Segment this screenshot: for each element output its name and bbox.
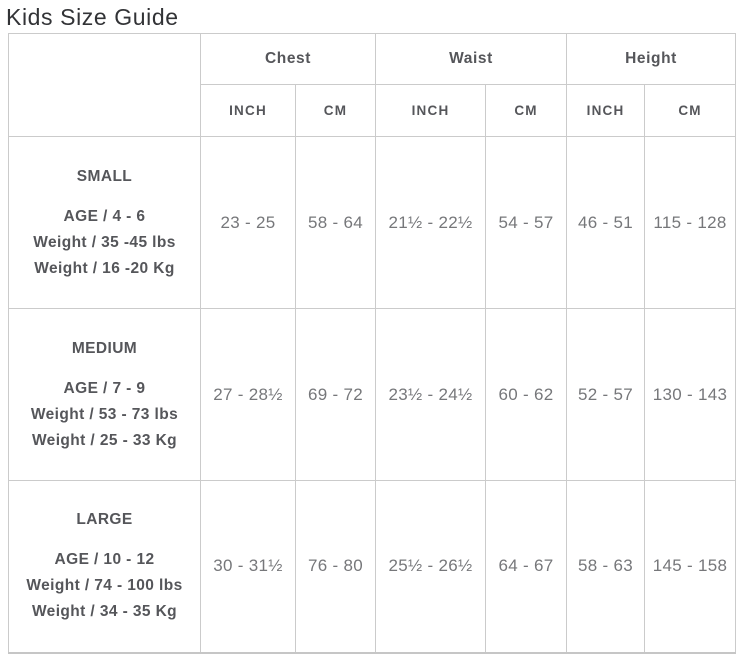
group-header-waist: Waist bbox=[375, 33, 568, 85]
chest-cm-value: 69 - 72 bbox=[294, 308, 377, 481]
size-row-medium: MEDIUM AGE / 7 - 9 Weight / 53 - 73 lbs … bbox=[8, 308, 737, 481]
group-header-row: Chest Waist Height bbox=[8, 33, 737, 137]
size-detail-weight-kg: Weight / 25 - 33 Kg bbox=[31, 431, 178, 449]
size-detail-age: AGE / 7 - 9 bbox=[63, 379, 146, 397]
size-name: MEDIUM bbox=[71, 339, 138, 357]
page-title: Kids Size Guide bbox=[6, 4, 179, 30]
height-cm-value: 145 - 158 bbox=[644, 480, 737, 653]
waist-cm-value: 60 - 62 bbox=[485, 308, 568, 481]
unit-header-height-inch: INCH bbox=[566, 84, 646, 137]
height-cm-value: 115 - 128 bbox=[644, 136, 737, 309]
size-name: SMALL bbox=[76, 167, 133, 185]
waist-cm-value: 64 - 67 bbox=[485, 480, 568, 653]
size-detail-weight-lbs: Weight / 35 -45 lbs bbox=[33, 233, 176, 251]
waist-inch-value: 25½ - 26½ bbox=[375, 480, 487, 653]
unit-header-chest-cm: CM bbox=[294, 84, 377, 137]
corner-cell bbox=[8, 33, 201, 137]
height-inch-value: 52 - 57 bbox=[566, 308, 646, 481]
height-inch-value: 46 - 51 bbox=[566, 136, 646, 309]
chest-inch-value: 23 - 25 bbox=[200, 136, 296, 309]
chest-cm-value: 58 - 64 bbox=[294, 136, 377, 309]
waist-inch-value: 21½ - 22½ bbox=[375, 136, 487, 309]
unit-header-waist-inch: INCH bbox=[375, 84, 487, 137]
chest-cm-value: 76 - 80 bbox=[294, 480, 377, 653]
size-guide-table: Chest Waist Height INCH CM INCH CM INCH … bbox=[8, 33, 737, 654]
waist-inch-value: 23½ - 24½ bbox=[375, 308, 487, 481]
size-name: LARGE bbox=[76, 511, 133, 529]
chest-inch-value: 27 - 28½ bbox=[200, 308, 296, 481]
size-detail-weight-lbs: Weight / 74 - 100 lbs bbox=[26, 577, 183, 595]
size-detail-weight-kg: Weight / 34 - 35 Kg bbox=[31, 603, 178, 621]
size-row-small: SMALL AGE / 4 - 6 Weight / 35 -45 lbs We… bbox=[8, 136, 737, 309]
size-label-cell: SMALL AGE / 4 - 6 Weight / 35 -45 lbs We… bbox=[8, 136, 201, 309]
height-inch-value: 58 - 63 bbox=[566, 480, 646, 653]
size-row-large: LARGE AGE / 10 - 12 Weight / 74 - 100 lb… bbox=[8, 480, 737, 653]
size-label-cell: LARGE AGE / 10 - 12 Weight / 74 - 100 lb… bbox=[8, 480, 201, 653]
unit-header-waist-cm: CM bbox=[485, 84, 568, 137]
size-label-cell: MEDIUM AGE / 7 - 9 Weight / 53 - 73 lbs … bbox=[8, 308, 201, 481]
size-detail-weight-kg: Weight / 16 -20 Kg bbox=[34, 259, 175, 277]
size-detail-age: AGE / 4 - 6 bbox=[63, 207, 146, 225]
unit-header-chest-inch: INCH bbox=[200, 84, 296, 137]
unit-header-height-cm: CM bbox=[644, 84, 737, 137]
size-detail-weight-lbs: Weight / 53 - 73 lbs bbox=[30, 405, 179, 423]
chest-inch-value: 30 - 31½ bbox=[200, 480, 296, 653]
size-detail-age: AGE / 10 - 12 bbox=[54, 551, 155, 569]
waist-cm-value: 54 - 57 bbox=[485, 136, 568, 309]
group-header-chest: Chest bbox=[199, 33, 377, 85]
unit-header-row: INCH CM INCH CM INCH CM bbox=[9, 84, 737, 137]
group-header-height: Height bbox=[566, 33, 737, 85]
height-cm-value: 130 - 143 bbox=[644, 308, 737, 481]
